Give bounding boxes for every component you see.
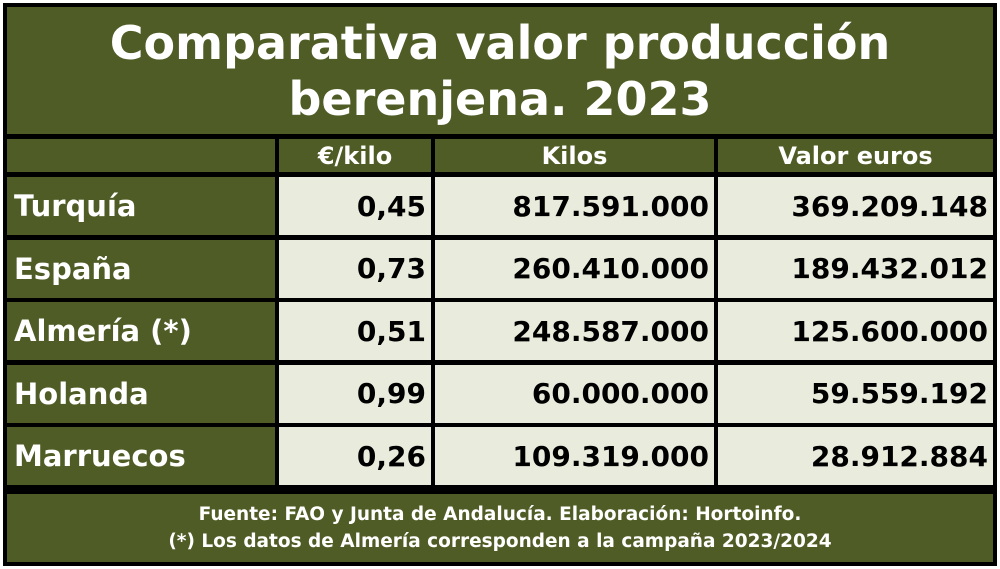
title-line-1: Comparativa valor producción xyxy=(109,15,891,70)
cell-eur-kilo: 0,26 xyxy=(279,427,431,485)
cell-eur-kilo: 0,51 xyxy=(279,302,431,360)
header-kilos: Kilos xyxy=(435,139,714,172)
table-footer: Fuente: FAO y Junta de Andalucía. Elabor… xyxy=(7,494,993,562)
cell-kilos: 109.319.000 xyxy=(435,427,714,485)
cell-eur-kilo: 0,45 xyxy=(279,177,431,235)
cell-valor-euros: 369.209.148 xyxy=(718,177,993,235)
row-label: España xyxy=(7,239,275,298)
cell-valor-euros: 189.432.012 xyxy=(718,239,993,298)
row-label: Almería (*) xyxy=(7,302,275,360)
cell-kilos: 248.587.000 xyxy=(435,302,714,360)
cell-eur-kilo: 0,73 xyxy=(279,239,431,298)
cell-valor-euros: 125.600.000 xyxy=(718,302,993,360)
header-valor-euros: Valor euros xyxy=(718,139,993,172)
header-eur-kilo: €/kilo xyxy=(279,139,431,172)
cell-kilos: 260.410.000 xyxy=(435,239,714,298)
footer-source: Fuente: FAO y Junta de Andalucía. Elabor… xyxy=(198,504,802,525)
cell-kilos: 817.591.000 xyxy=(435,177,714,235)
row-label: Turquía xyxy=(7,177,275,235)
title-line-2: berenjena. 2023 xyxy=(288,71,712,126)
cell-kilos: 60.000.000 xyxy=(435,364,714,423)
footer-note: (*) Los datos de Almería corresponden a … xyxy=(168,531,832,552)
cell-valor-euros: 59.559.192 xyxy=(718,364,993,423)
row-label: Holanda xyxy=(7,364,275,423)
cell-valor-euros: 28.912.884 xyxy=(718,427,993,485)
table-title: Comparativa valor producción berenjena. … xyxy=(7,7,993,134)
header-empty-cell xyxy=(7,139,275,172)
row-label: Marruecos xyxy=(7,427,275,485)
cell-eur-kilo: 0,99 xyxy=(279,364,431,423)
table-frame: Comparativa valor producción berenjena. … xyxy=(3,3,997,566)
